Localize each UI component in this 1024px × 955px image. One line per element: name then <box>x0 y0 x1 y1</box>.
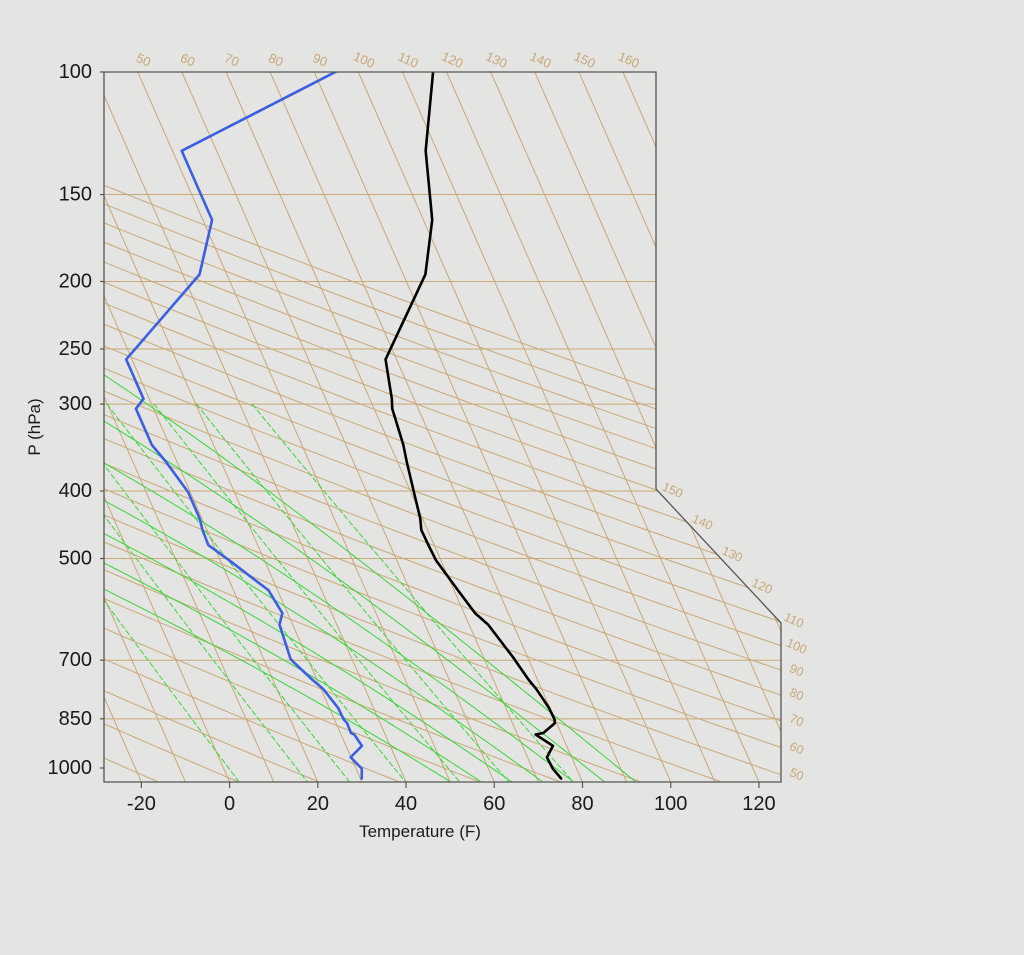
svg-text:150: 150 <box>59 184 92 206</box>
svg-text:100: 100 <box>654 793 687 815</box>
svg-text:60: 60 <box>178 50 197 70</box>
svg-text:70: 70 <box>222 50 241 70</box>
svg-text:120: 120 <box>742 793 775 815</box>
svg-text:90: 90 <box>310 50 329 70</box>
svg-text:40: 40 <box>395 793 417 815</box>
svg-text:50: 50 <box>787 765 805 783</box>
svg-text:700: 700 <box>59 649 92 671</box>
svg-text:80: 80 <box>787 685 805 703</box>
svg-text:70: 70 <box>787 711 805 729</box>
svg-text:Temperature (F): Temperature (F) <box>359 822 481 841</box>
svg-text:110: 110 <box>396 49 421 71</box>
svg-text:400: 400 <box>59 480 92 502</box>
svg-text:160: 160 <box>616 49 642 71</box>
svg-text:20: 20 <box>307 793 329 815</box>
svg-text:100: 100 <box>784 636 809 657</box>
svg-text:50: 50 <box>134 50 153 70</box>
svg-text:850: 850 <box>59 708 92 730</box>
svg-text:100: 100 <box>351 49 377 71</box>
svg-text:500: 500 <box>59 547 92 569</box>
svg-text:80: 80 <box>571 793 593 815</box>
svg-text:120: 120 <box>439 49 465 71</box>
svg-text:P (hPa): P (hPa) <box>25 398 44 455</box>
svg-text:0: 0 <box>224 793 235 815</box>
svg-text:110: 110 <box>782 610 806 631</box>
svg-text:-20: -20 <box>127 793 156 815</box>
svg-text:150: 150 <box>572 49 598 71</box>
svg-text:140: 140 <box>528 49 554 71</box>
svg-text:200: 200 <box>59 271 92 293</box>
svg-text:80: 80 <box>266 50 285 70</box>
svg-text:250: 250 <box>59 338 92 360</box>
svg-text:90: 90 <box>787 661 805 679</box>
svg-text:60: 60 <box>483 793 505 815</box>
svg-text:300: 300 <box>59 393 92 415</box>
svg-text:60: 60 <box>787 739 805 757</box>
svg-text:1000: 1000 <box>48 757 93 779</box>
svg-text:130: 130 <box>484 49 510 71</box>
svg-text:100: 100 <box>59 61 92 83</box>
